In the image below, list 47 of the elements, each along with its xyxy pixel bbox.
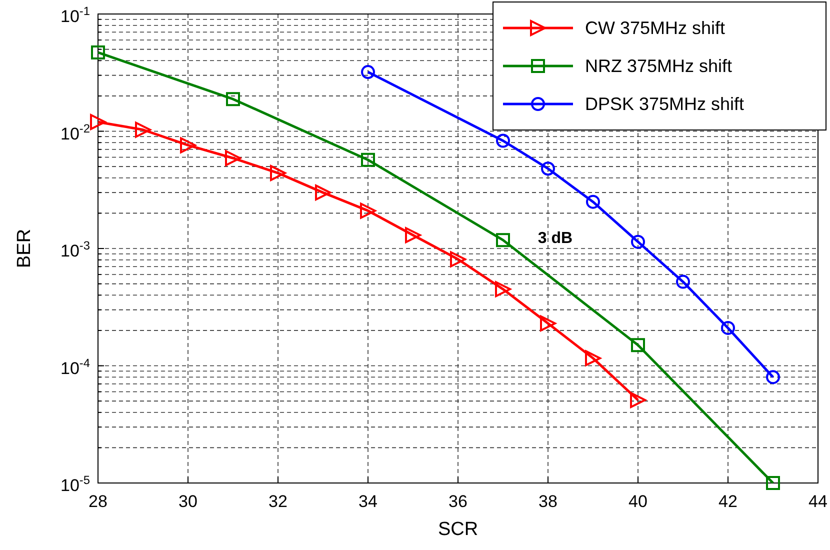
point <box>630 392 646 408</box>
legend-label: DPSK 375MHz shift <box>585 94 744 114</box>
point <box>676 274 690 289</box>
point <box>540 315 556 332</box>
y-tick-label: 10$^{-5}$ <box>60 473 90 495</box>
point <box>360 202 376 219</box>
point <box>91 45 105 60</box>
x-tick-label: 44 <box>808 492 828 511</box>
point <box>586 194 600 209</box>
x-tick-label: 30 <box>178 492 198 511</box>
point <box>721 320 735 335</box>
point <box>496 233 510 248</box>
y-tick-label: 10$^{-3}$ <box>60 238 90 260</box>
x-tick-label: 40 <box>628 492 648 511</box>
point <box>270 165 286 182</box>
point <box>315 184 331 201</box>
point <box>631 338 645 352</box>
y-axis-title: BER <box>14 228 35 268</box>
y-tick-label: 10$^{-1}$ <box>60 4 90 26</box>
x-tick-label: 38 <box>538 492 558 511</box>
point <box>361 65 375 80</box>
point <box>361 152 375 167</box>
point <box>405 227 421 244</box>
x-tick-label: 36 <box>448 492 468 511</box>
point <box>766 476 780 490</box>
legend-label: NRZ 375MHz shift <box>585 56 732 76</box>
point <box>90 114 106 130</box>
x-axis-title: SCR <box>438 519 478 540</box>
point <box>180 137 196 154</box>
legend-label: CW 375MHz shift <box>585 18 726 38</box>
point <box>226 92 240 106</box>
x-tick-label: 42 <box>718 492 738 511</box>
point <box>135 122 151 138</box>
point <box>766 370 780 384</box>
point <box>495 281 511 298</box>
annotation: 3 dB <box>538 230 573 247</box>
x-tick-label: 28 <box>88 492 108 511</box>
y-tick-label: 10$^{-4}$ <box>60 356 90 378</box>
x-tick-label: 34 <box>358 492 378 511</box>
x-tick-label: 32 <box>268 492 288 511</box>
point <box>496 134 510 148</box>
y-tick-label: 10$^{-2}$ <box>60 121 90 144</box>
point <box>541 162 555 176</box>
point <box>450 251 466 268</box>
point <box>585 350 601 366</box>
point <box>631 234 645 249</box>
point <box>225 150 241 166</box>
